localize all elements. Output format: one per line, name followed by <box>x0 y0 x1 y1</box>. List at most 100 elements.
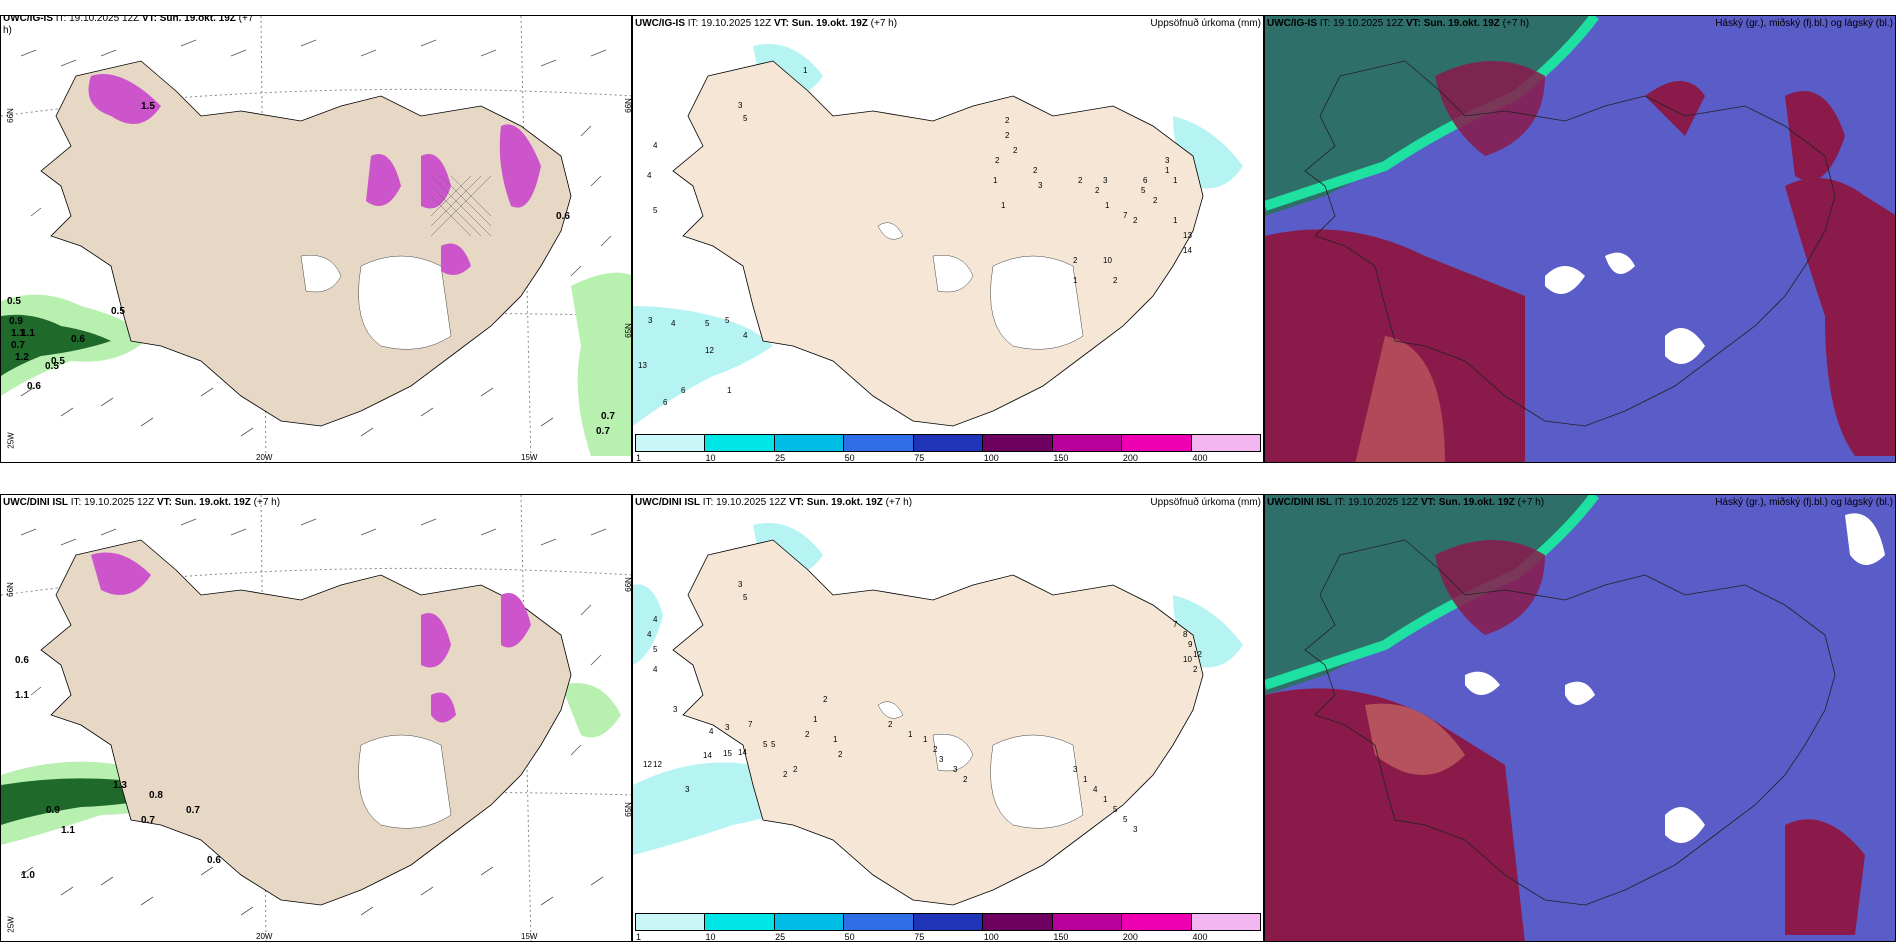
value-label: 4 <box>653 665 658 674</box>
value-label: 5 <box>653 645 658 654</box>
glacier-langjokull <box>932 254 974 293</box>
value-label: 5 <box>653 206 658 215</box>
lead-time: (+7 h) <box>867 18 898 29</box>
colorbar-swatch <box>1122 435 1192 451</box>
colorbar-swatch <box>1191 914 1260 930</box>
valid-time: VT: Sun. 19.okt. 19Z <box>156 497 251 508</box>
panel-title: UWC/IG-IS IT: 19.10.2025 12Z VT: Sun. 19… <box>3 15 253 24</box>
lat-label-66n-right: 66N <box>623 577 632 592</box>
value-label: 7 <box>1173 620 1178 629</box>
value-label: 1 <box>923 735 928 744</box>
lon-label-15w: 15W <box>521 453 538 462</box>
colorbar-tick-label: 10 <box>705 453 716 463</box>
value-label: 3 <box>1165 156 1170 165</box>
cloud-cover-map <box>1265 495 1895 941</box>
map-panel-uwc-ig-is-wind-precip: UWC/IG-IS IT: 19.10.2025 12Z VT: Sun. 19… <box>0 15 632 463</box>
colorbar-tick-label: 150 <box>1053 453 1069 463</box>
value-label: 3 <box>953 765 958 774</box>
colorbar-tick-label: 50 <box>844 453 855 463</box>
colorbar-tick-label: 25 <box>775 453 786 463</box>
value-label: 1.1 <box>61 825 75 836</box>
lead-time: (+7 h) <box>1514 497 1545 508</box>
glacier-vatnajokull <box>990 255 1084 350</box>
value-label: 2 <box>1113 276 1118 285</box>
colorbar-swatch <box>913 435 984 451</box>
panel-field-title: Háský (gr.), miðský (fj.bl.) og lágský (… <box>1715 18 1893 29</box>
value-label: 5 <box>705 319 710 328</box>
init-time: IT: 19.10.2025 12Z <box>1317 18 1406 29</box>
value-label: 7 <box>1123 211 1128 220</box>
precip-area-east <box>571 272 631 456</box>
value-label: 0.7 <box>596 426 610 437</box>
wind-barbs <box>20 39 612 437</box>
colorbar-swatch <box>983 435 1053 451</box>
value-label: 2 <box>1005 116 1010 125</box>
map-panel-uwc-ig-is-clouds: UWC/IG-IS IT: 19.10.2025 12Z VT: Sun. 19… <box>1264 15 1896 463</box>
colorbar-swatch <box>705 914 775 930</box>
init-time: IT: 19.10.2025 12Z <box>685 18 774 29</box>
value-label: 5 <box>763 740 768 749</box>
value-label: 10 <box>1183 655 1192 664</box>
value-label: 1 <box>833 735 838 744</box>
model-name: UWC/IG-IS <box>3 15 53 24</box>
value-label: 3 <box>673 705 678 714</box>
value-label: 1 <box>993 176 998 185</box>
glacier-langjokull <box>932 733 974 772</box>
value-label: 4 <box>647 171 652 180</box>
lat-label-66n: 66N <box>5 582 15 597</box>
value-label: 2 <box>1133 216 1138 225</box>
value-label: 0.6 <box>27 381 41 392</box>
value-label: 2 <box>1013 146 1018 155</box>
value-label: 1.1 <box>15 690 29 701</box>
value-label: 6 <box>663 398 668 407</box>
value-label: 12 <box>653 760 662 769</box>
value-label: 4 <box>743 331 748 340</box>
value-label: 3 <box>1038 181 1043 190</box>
value-label: 12 <box>705 346 714 355</box>
panel-title: UWC/IG-IS IT: 19.10.2025 12Z VT: Sun. 19… <box>635 18 897 29</box>
valid-time: VT: Sun. 19.okt. 19Z <box>1420 497 1515 508</box>
colorbar-swatch <box>983 914 1053 930</box>
value-label: 1.1 <box>21 328 35 339</box>
lon-label-20w: 20W <box>256 932 273 941</box>
value-label: 5 <box>1113 805 1118 814</box>
value-label: 0.6 <box>556 211 570 222</box>
value-label: 2 <box>995 156 1000 165</box>
value-label: 15 <box>723 749 732 758</box>
value-label: 2 <box>805 730 810 739</box>
lead-time: (+7 h) <box>250 497 281 508</box>
colorbar-swatch <box>844 914 914 930</box>
value-label: 0.7 <box>141 815 155 826</box>
precip-core-west <box>1 314 111 376</box>
colorbar <box>635 913 1261 931</box>
map-panel-uwc-ig-is-accum-precip: UWC/IG-IS IT: 19.10.2025 12Z VT: Sun. 19… <box>632 15 1264 463</box>
value-label: 5 <box>743 114 748 123</box>
map-panel-uwc-dini-clouds: UWC/DINI ISL IT: 19.10.2025 12Z VT: Sun.… <box>1264 494 1896 942</box>
value-label: 4 <box>653 615 658 624</box>
colorbar-swatch <box>774 435 845 451</box>
value-label: 2 <box>933 745 938 754</box>
model-name: UWC/DINI ISL <box>3 497 68 508</box>
value-label: 10 <box>1103 256 1112 265</box>
value-label: 0.5 <box>111 306 125 317</box>
value-label: 3 <box>685 785 690 794</box>
colorbar-tick-label: 1 <box>636 453 642 463</box>
model-name: UWC/DINI ISL <box>635 497 700 508</box>
panel-title: UWC/DINI ISL IT: 19.10.2025 12Z VT: Sun.… <box>1267 497 1544 508</box>
mixed-cloud-sw <box>1355 336 1445 462</box>
mid-cloud-north <box>1435 61 1545 156</box>
colorbar-swatch <box>1191 435 1260 451</box>
value-label: 1 <box>1173 216 1178 225</box>
colorbar-tick-label: 400 <box>1192 932 1208 942</box>
map-panel-uwc-dini-accum-precip: UWC/DINI ISL IT: 19.10.2025 12Z VT: Sun.… <box>632 494 1264 942</box>
panel-field-title: Uppsöfnuð úrkoma (mm) <box>1150 497 1261 508</box>
value-label: 14 <box>738 748 747 757</box>
valid-time: VT: Sun. 19.okt. 19Z <box>788 497 883 508</box>
colorbar-tick-label: 75 <box>914 932 925 942</box>
colorbar-tick-label: 200 <box>1122 453 1138 463</box>
value-label: 2 <box>1153 196 1158 205</box>
value-label: 1 <box>727 386 732 395</box>
mid-cloud-ne <box>1785 91 1845 181</box>
value-label: 1.1 <box>11 328 25 339</box>
value-label: 5 <box>771 740 776 749</box>
